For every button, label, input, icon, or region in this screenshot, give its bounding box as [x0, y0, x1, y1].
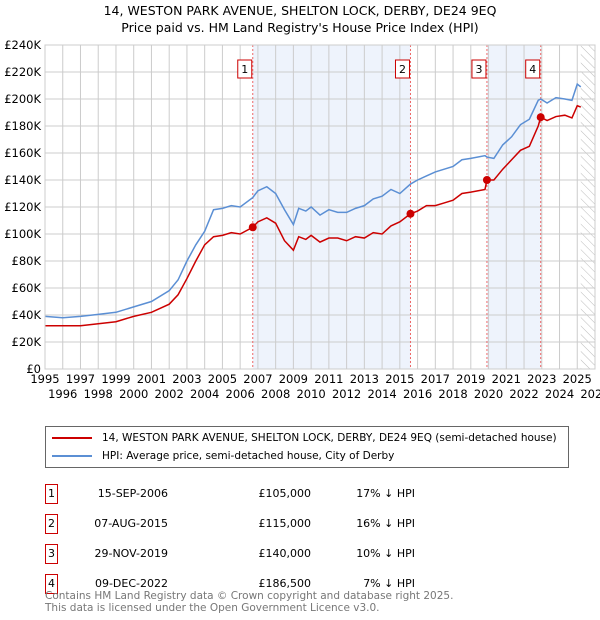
x-tick-label: 2006: [226, 387, 255, 401]
x-tick-label: 1995: [30, 372, 59, 386]
transaction-price: £186,500: [258, 577, 312, 590]
footer: Contains HM Land Registry data © Crown c…: [45, 590, 453, 614]
legend-label: HPI: Average price, semi-detached house,…: [102, 450, 395, 462]
x-tick-label: 2025: [563, 372, 592, 386]
transaction-badge: 4: [45, 574, 58, 594]
price-line: [45, 104, 582, 327]
x-tick-label: 2018: [438, 387, 467, 401]
transaction-row: 2 07-AUG-2015 £115,000 16% ↓ HPI: [45, 514, 445, 534]
transaction-delta: 16% ↓ HPI: [356, 517, 415, 530]
chart-subtitle: Price paid vs. HM Land Registry's House …: [121, 20, 479, 35]
x-tick-label: 2005: [208, 372, 237, 386]
x-tick-label: 2024: [545, 387, 574, 401]
sale-point: [248, 223, 257, 232]
x-tick-label: 1997: [66, 372, 95, 386]
plot-border: [44, 44, 596, 370]
y-tick-label: £160K: [4, 146, 41, 160]
x-tick-label: 2022: [509, 387, 538, 401]
x-tick-label: 2026: [580, 387, 600, 401]
x-tick-label: 2008: [261, 387, 290, 401]
x-tick-label: 1996: [48, 387, 77, 401]
transaction-row: 1 15-SEP-2006 £105,000 17% ↓ HPI: [45, 484, 445, 504]
y-tick-label: £20K: [12, 335, 42, 349]
x-tick-label: 2014: [367, 387, 396, 401]
y-tick-label: £120K: [4, 200, 41, 214]
x-tick-label: 2019: [456, 372, 485, 386]
y-tick-label: £40K: [12, 308, 42, 322]
legend-swatch-red: [52, 437, 92, 439]
x-tick-label: 2002: [155, 387, 184, 401]
x-tick-label: 2020: [474, 387, 503, 401]
transaction-row: 4 09-DEC-2022 £186,500 7% ↓ HPI: [45, 574, 445, 594]
marker-badge: [237, 59, 253, 79]
x-tick-label: 1998: [84, 387, 113, 401]
y-tick-label: £100K: [4, 227, 41, 241]
x-tick-label: 2017: [421, 372, 450, 386]
y-tick-label: £180K: [4, 119, 41, 133]
transaction-badge: 1: [45, 484, 58, 504]
legend-swatch-blue: [52, 455, 92, 457]
x-tick-label: 2003: [172, 372, 201, 386]
x-tick-label: 2009: [279, 372, 308, 386]
transaction-price: £105,000: [258, 487, 312, 500]
y-tick-label: £240K: [4, 38, 41, 52]
marker-label: 1: [241, 63, 248, 76]
transaction-price: £115,000: [258, 517, 312, 530]
legend: 14, WESTON PARK AVENUE, SHELTON LOCK, DE…: [45, 426, 569, 468]
transaction-badge: 3: [45, 544, 58, 564]
y-tick-label: £60K: [12, 281, 42, 295]
transaction-date: 07-AUG-2015: [94, 517, 168, 530]
x-tick-label: 2013: [350, 372, 379, 386]
hpi-line: [44, 82, 582, 319]
x-tick-label: 2001: [137, 372, 166, 386]
x-tick-label: 2000: [119, 387, 148, 401]
transaction-price: £140,000: [258, 547, 312, 560]
legend-label: 14, WESTON PARK AVENUE, SHELTON LOCK, DE…: [102, 432, 557, 444]
transaction-delta: 7% ↓ HPI: [363, 577, 415, 590]
transaction-date: 29-NOV-2019: [94, 547, 168, 560]
x-tick-label: 2015: [385, 372, 414, 386]
transaction-badge: 2: [45, 514, 58, 534]
sale-point: [482, 176, 491, 184]
y-tick-label: £0: [26, 362, 41, 376]
y-tick-label: £140K: [4, 173, 41, 187]
sale-point: [536, 113, 545, 122]
x-tick-label: 2021: [492, 372, 521, 386]
x-tick-label: 2012: [332, 387, 361, 401]
transaction-delta: 10% ↓ HPI: [356, 547, 415, 560]
x-tick-label: 2004: [190, 387, 219, 401]
marker-badge: [525, 59, 541, 79]
x-tick-label: 2007: [243, 372, 272, 386]
marker-label: 2: [399, 63, 406, 76]
x-tick-label: 1999: [101, 372, 130, 386]
chart-title: 14, WESTON PARK AVENUE, SHELTON LOCK, DE…: [103, 3, 497, 18]
plot-area: 1995199619971998199920002001200220032004…: [4, 38, 600, 401]
y-tick-label: £80K: [12, 254, 42, 268]
footer-line: Contains HM Land Registry data © Crown c…: [45, 590, 454, 602]
x-tick-label: 2016: [403, 387, 432, 401]
sale-point: [406, 209, 415, 218]
transaction-date: 09-DEC-2022: [94, 577, 168, 590]
footer-line: This data is licensed under the Open Gov…: [45, 602, 380, 614]
y-tick-label: £220K: [4, 65, 41, 79]
y-tick-label: £200K: [4, 92, 41, 106]
marker-label: 4: [529, 63, 536, 76]
transaction-row: 3 29-NOV-2019 £140,000 10% ↓ HPI: [45, 544, 445, 564]
x-tick-label: 2011: [314, 372, 343, 386]
x-tick-label: 2010: [296, 387, 325, 401]
legend-item-hpi: HPI: Average price, semi-detached house,…: [52, 448, 394, 464]
marker-badge: [394, 59, 410, 79]
transaction-delta: 17% ↓ HPI: [356, 487, 415, 500]
marker-label: 3: [475, 63, 482, 76]
marker-badge: [471, 59, 487, 79]
x-tick-label: 2023: [527, 372, 556, 386]
legend-item-property: 14, WESTON PARK AVENUE, SHELTON LOCK, DE…: [52, 430, 557, 446]
transaction-date: 15-SEP-2006: [97, 487, 168, 500]
